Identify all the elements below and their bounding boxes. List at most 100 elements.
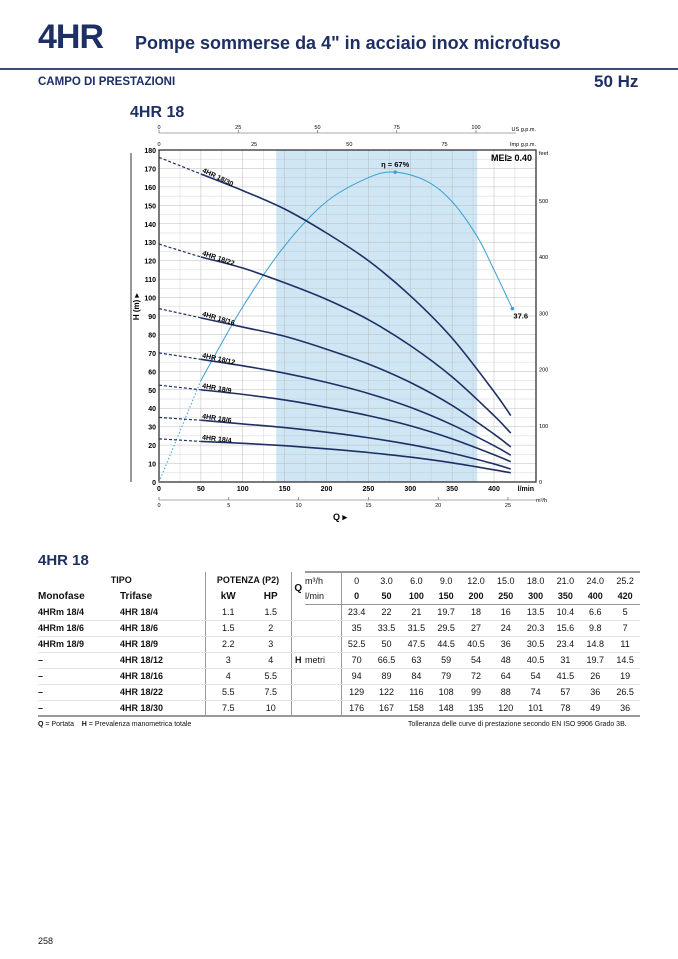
y-tick-label: 10 [148, 462, 156, 469]
x-tick-label: 150 [279, 486, 291, 493]
pump-curve [200, 358, 512, 456]
feet-tick-label: 400 [539, 255, 548, 261]
feet-tick-label: 200 [539, 368, 548, 374]
table-cell [291, 636, 305, 653]
curve-dashed-start [158, 156, 202, 175]
chart-title: 4HR 18 [130, 104, 185, 121]
kw-cell: 5.5 [205, 684, 251, 701]
table-cell [305, 604, 342, 621]
imp-gpm-tick-label: 50 [346, 142, 352, 148]
pump-curve [200, 173, 512, 417]
head-cell: 135 [461, 700, 491, 717]
q-lmin: 50 [371, 588, 402, 605]
head-cell: 19 [610, 668, 640, 685]
y-tick-label: 100 [144, 296, 156, 303]
m3h-unit-label: m³/h [536, 498, 547, 504]
curve-label: 4HR 18/4 [202, 434, 232, 444]
mei-label: MEI≥ 0.40 [491, 153, 532, 163]
table-cell [305, 684, 342, 701]
y-tick-label: 180 [144, 148, 156, 155]
head-cell: 108 [431, 684, 462, 701]
imp-gpm-tick-label: 0 [157, 142, 160, 148]
head-cell: 44.5 [431, 636, 462, 653]
series-brand: 4HR [38, 18, 104, 56]
monofase-cell: 4HRm 18/9 [38, 636, 120, 653]
x-tick-label: 400 [488, 486, 500, 493]
q-m3h: 24.0 [580, 571, 611, 588]
pump-curve [200, 317, 512, 448]
q-lmin: 420 [610, 588, 640, 605]
head-cell: 47.5 [401, 636, 432, 653]
hp-cell: 7.5 [251, 684, 292, 701]
head-cell: 35 [341, 620, 372, 637]
head-cell: 30.5 [520, 636, 551, 653]
m3h-tick-label: 0 [157, 503, 160, 509]
head-cell: 64 [490, 668, 521, 685]
head-cell: 78 [550, 700, 581, 717]
monofase-cell: – [38, 668, 120, 685]
feet-tick-label: 500 [539, 199, 548, 205]
head-cell: 72 [461, 668, 491, 685]
us-gpm-tick-label: 100 [471, 125, 480, 131]
head-cell: 120 [490, 700, 521, 717]
head-cell: 31 [550, 652, 581, 669]
q-m3h: 12.0 [461, 571, 491, 588]
curve-label: 4HR 18/30 [201, 167, 234, 188]
table-title: 4HR 18 [38, 552, 89, 569]
page-subtitle: Pompe sommerse da 4" in acciaio inox mic… [135, 33, 561, 53]
monofase-cell: – [38, 652, 120, 669]
m3h-tick-label: 15 [365, 503, 371, 509]
y-tick-label: 120 [144, 259, 156, 266]
header-trifase: Trifase [120, 588, 206, 604]
head-cell: 99 [461, 684, 491, 701]
head-cell: 31.5 [401, 620, 432, 637]
kw-cell: 2.2 [205, 636, 251, 653]
head-cell: 129 [341, 684, 372, 701]
monofase-cell: 4HRm 18/6 [38, 620, 120, 637]
efficiency-curve-dotted [158, 380, 202, 483]
head-cell: 23.4 [341, 604, 372, 621]
head-cell: 27 [461, 620, 491, 637]
kw-cell: 1.1 [205, 604, 251, 621]
monofase-cell: – [38, 700, 120, 717]
head-cell: 94 [341, 668, 372, 685]
h-label: H [291, 652, 305, 669]
head-cell: 52.5 [341, 636, 372, 653]
q-lmin: 150 [431, 588, 462, 605]
table-cell [291, 700, 305, 717]
head-cell: 23.4 [550, 636, 581, 653]
q-lmin: 200 [461, 588, 491, 605]
feet-tick-label: 300 [539, 311, 548, 317]
frequency-label: 50 Hz [594, 72, 639, 91]
kw-cell: 1.5 [205, 620, 251, 637]
performance-table: TIPO POTENZA (P2) Q m³/h 0 3.0 6.0 9.0 12.0 1… [38, 571, 640, 717]
us-gpm-tick-label: 75 [394, 125, 400, 131]
tolerance-note: Tolleranza delle curve di prestazione se… [408, 721, 627, 728]
head-cell: 101 [520, 700, 551, 717]
trifase-cell: 4HR 18/30 [120, 700, 206, 717]
q-m3h: 25.2 [610, 571, 640, 588]
table-cell [305, 668, 342, 685]
head-cell: 19.7 [431, 604, 462, 621]
efficiency-peak-marker [393, 170, 397, 174]
head-cell: 36 [610, 700, 640, 717]
hp-cell: 4 [251, 652, 292, 669]
trifase-cell: 4HR 18/4 [120, 604, 206, 621]
y-tick-label: 160 [144, 185, 156, 192]
pump-curve [200, 256, 512, 434]
y-tick-label: 0 [152, 480, 156, 487]
hp-cell: 1.5 [251, 604, 292, 621]
y-tick-label: 90 [148, 314, 156, 321]
unit-lmin: l/min [305, 588, 342, 605]
q-m3h: 0 [341, 571, 372, 588]
trifase-cell: 4HR 18/6 [120, 620, 206, 637]
head-cell: 36 [490, 636, 521, 653]
head-cell: 59 [431, 652, 462, 669]
legend-q: Q [38, 721, 44, 728]
head-cell: 24 [490, 620, 521, 637]
head-cell: 10.4 [550, 604, 581, 621]
y-tick-label: 50 [148, 388, 156, 395]
trifase-cell: 4HR 18/9 [120, 636, 206, 653]
x-tick-label: 200 [321, 486, 333, 493]
head-cell: 9.8 [580, 620, 611, 637]
